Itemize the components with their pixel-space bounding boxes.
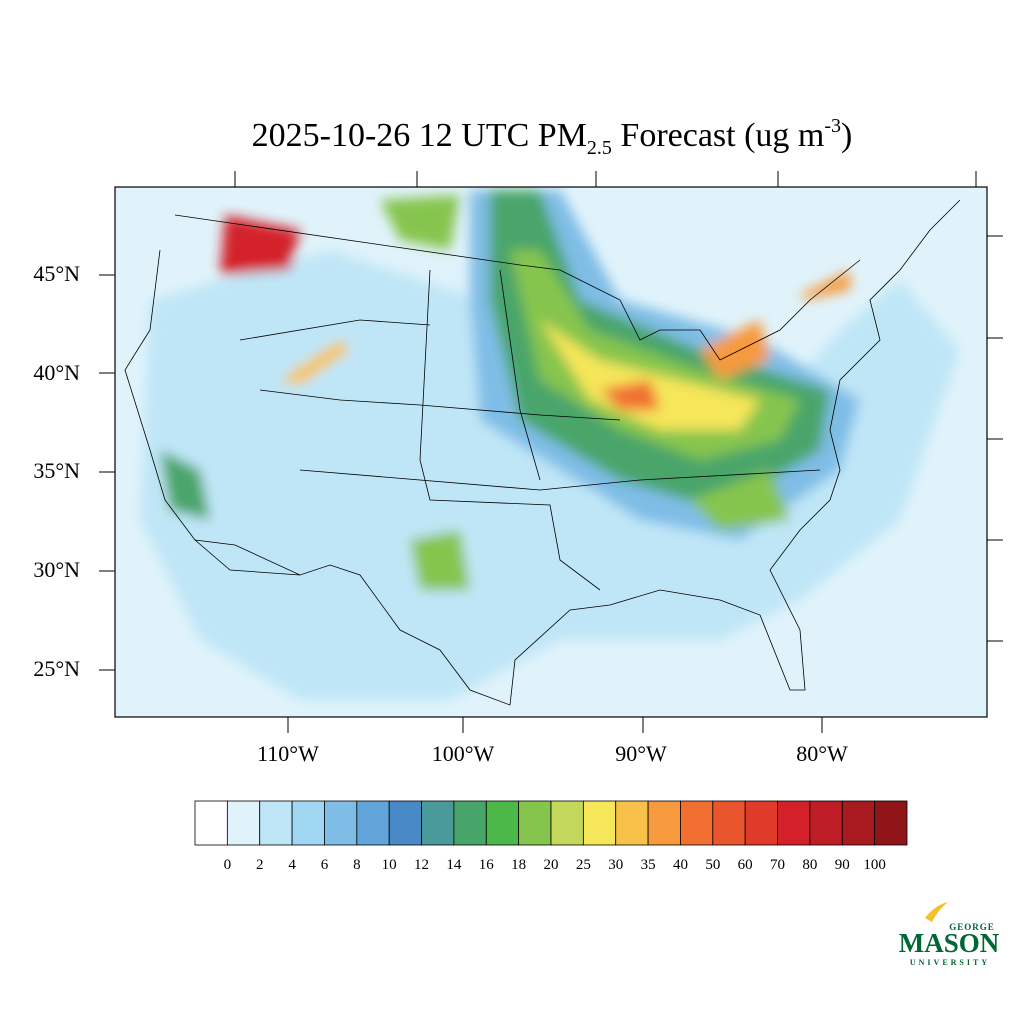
boundaries	[124, 199, 961, 706]
colorbar-label: 100	[863, 857, 886, 873]
colorbar-box	[841, 800, 876, 846]
colorbar-label: 12	[414, 857, 429, 873]
colorbar-box	[485, 800, 520, 846]
colorbar-label: 10	[382, 857, 397, 873]
colorbar-label: 6	[321, 857, 329, 873]
logo-bottom: UNIVERSITY	[910, 958, 990, 967]
logo-flame	[925, 902, 948, 922]
title-main: 2025-10-26 12 UTC PM	[252, 117, 587, 154]
map-frame	[114, 186, 988, 718]
colorbar-label: 2	[256, 857, 264, 873]
logo-top: GEORGE	[949, 922, 995, 932]
colorbar-box	[874, 800, 908, 846]
colorbar-label: 8	[353, 857, 361, 873]
northern-border	[174, 214, 861, 361]
lon-label: 80°W	[796, 741, 848, 766]
colorbar-label: 80	[802, 857, 817, 873]
colorbar-box	[356, 800, 390, 846]
colorbar-label: 14	[446, 857, 462, 873]
title-rest: Forecast (ug m	[612, 117, 824, 154]
colorbar-box	[194, 800, 228, 846]
colorbar-label: 50	[705, 857, 720, 873]
coastline	[124, 199, 961, 706]
colorbar: 0 2 4 6 8 10 12 14 16 18 20 25 30 35 40 50 60 70 80 90 100	[194, 800, 908, 873]
colorbar-label: 0	[224, 857, 232, 873]
colorbar-box	[291, 800, 325, 846]
colorbar-box	[809, 800, 843, 846]
lat-label: 45°N	[33, 261, 80, 286]
colorbar-box	[582, 800, 617, 846]
lat-label: 25°N	[33, 656, 80, 681]
colorbar-box	[324, 800, 358, 846]
colorbar-box	[421, 800, 455, 846]
lon-label: 90°W	[615, 741, 667, 766]
colorbar-label: 16	[479, 857, 495, 873]
lon-label: 110°W	[257, 741, 319, 766]
colorbar-box	[712, 800, 746, 846]
colorbar-label: 4	[288, 857, 296, 873]
frame-ticks	[99, 171, 1003, 733]
lon-label: 100°W	[432, 741, 495, 766]
colorbar-box	[647, 800, 681, 846]
state-lines	[194, 269, 821, 591]
lat-label: 30°N	[33, 557, 80, 582]
colorbar-box	[615, 800, 649, 846]
colorbar-label: 70	[770, 857, 785, 873]
colorbar-box	[453, 800, 487, 846]
colorbar-label: 40	[673, 857, 688, 873]
colorbar-label: 18	[511, 857, 526, 873]
logo: GEORGE MASON UNIVERSITY	[899, 902, 1000, 967]
colorbar-box	[680, 800, 714, 846]
colorbar-label: 25	[576, 857, 591, 873]
title-sub: 2.5	[587, 137, 612, 159]
title-end: )	[841, 117, 852, 154]
colorbar-box	[744, 800, 778, 846]
colorbar-box	[777, 800, 811, 846]
lat-label: 40°N	[33, 360, 80, 385]
title-sup: -3	[824, 115, 841, 137]
colorbar-label: 30	[608, 857, 623, 873]
title: 2025-10-26 12 UTC PM2.5 Forecast (ug m-3…	[252, 115, 853, 159]
colorbar-box	[518, 800, 552, 846]
lat-label: 35°N	[33, 458, 80, 483]
colorbar-box	[226, 800, 261, 846]
colorbar-box	[388, 800, 422, 846]
colorbar-label: 35	[641, 857, 656, 873]
logo-main: MASON	[899, 928, 1000, 958]
colorbar-box	[550, 800, 584, 846]
colorbar-label: 20	[544, 857, 559, 873]
colorbar-label: 90	[835, 857, 850, 873]
colorbar-box	[259, 800, 293, 846]
field-shading	[140, 190, 960, 700]
map-field	[115, 187, 987, 717]
colorbar-label: 60	[738, 857, 753, 873]
